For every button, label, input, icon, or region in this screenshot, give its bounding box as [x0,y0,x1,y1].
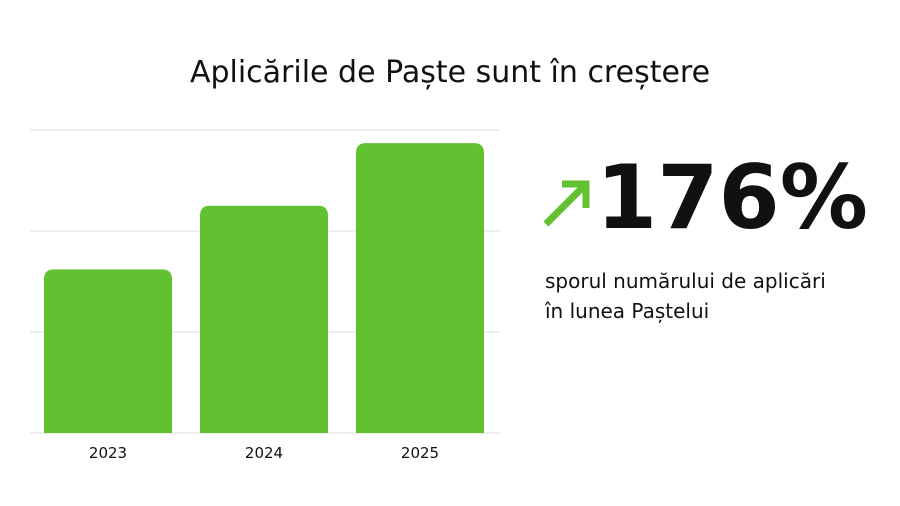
chart-title: Aplicările de Paște sunt în creștere [190,55,710,90]
x-tick-label: 2025 [401,444,439,462]
bar [44,269,172,433]
arrow-icon [543,180,590,227]
callout-value: 176% [596,146,868,249]
x-tick-label: 2024 [245,444,283,462]
callout-text: sporul numărului de aplicări [545,269,826,293]
bar [200,205,328,433]
callout-text: în lunea Paștelui [544,299,709,323]
bar [356,143,484,433]
x-tick-label: 2023 [89,444,127,462]
